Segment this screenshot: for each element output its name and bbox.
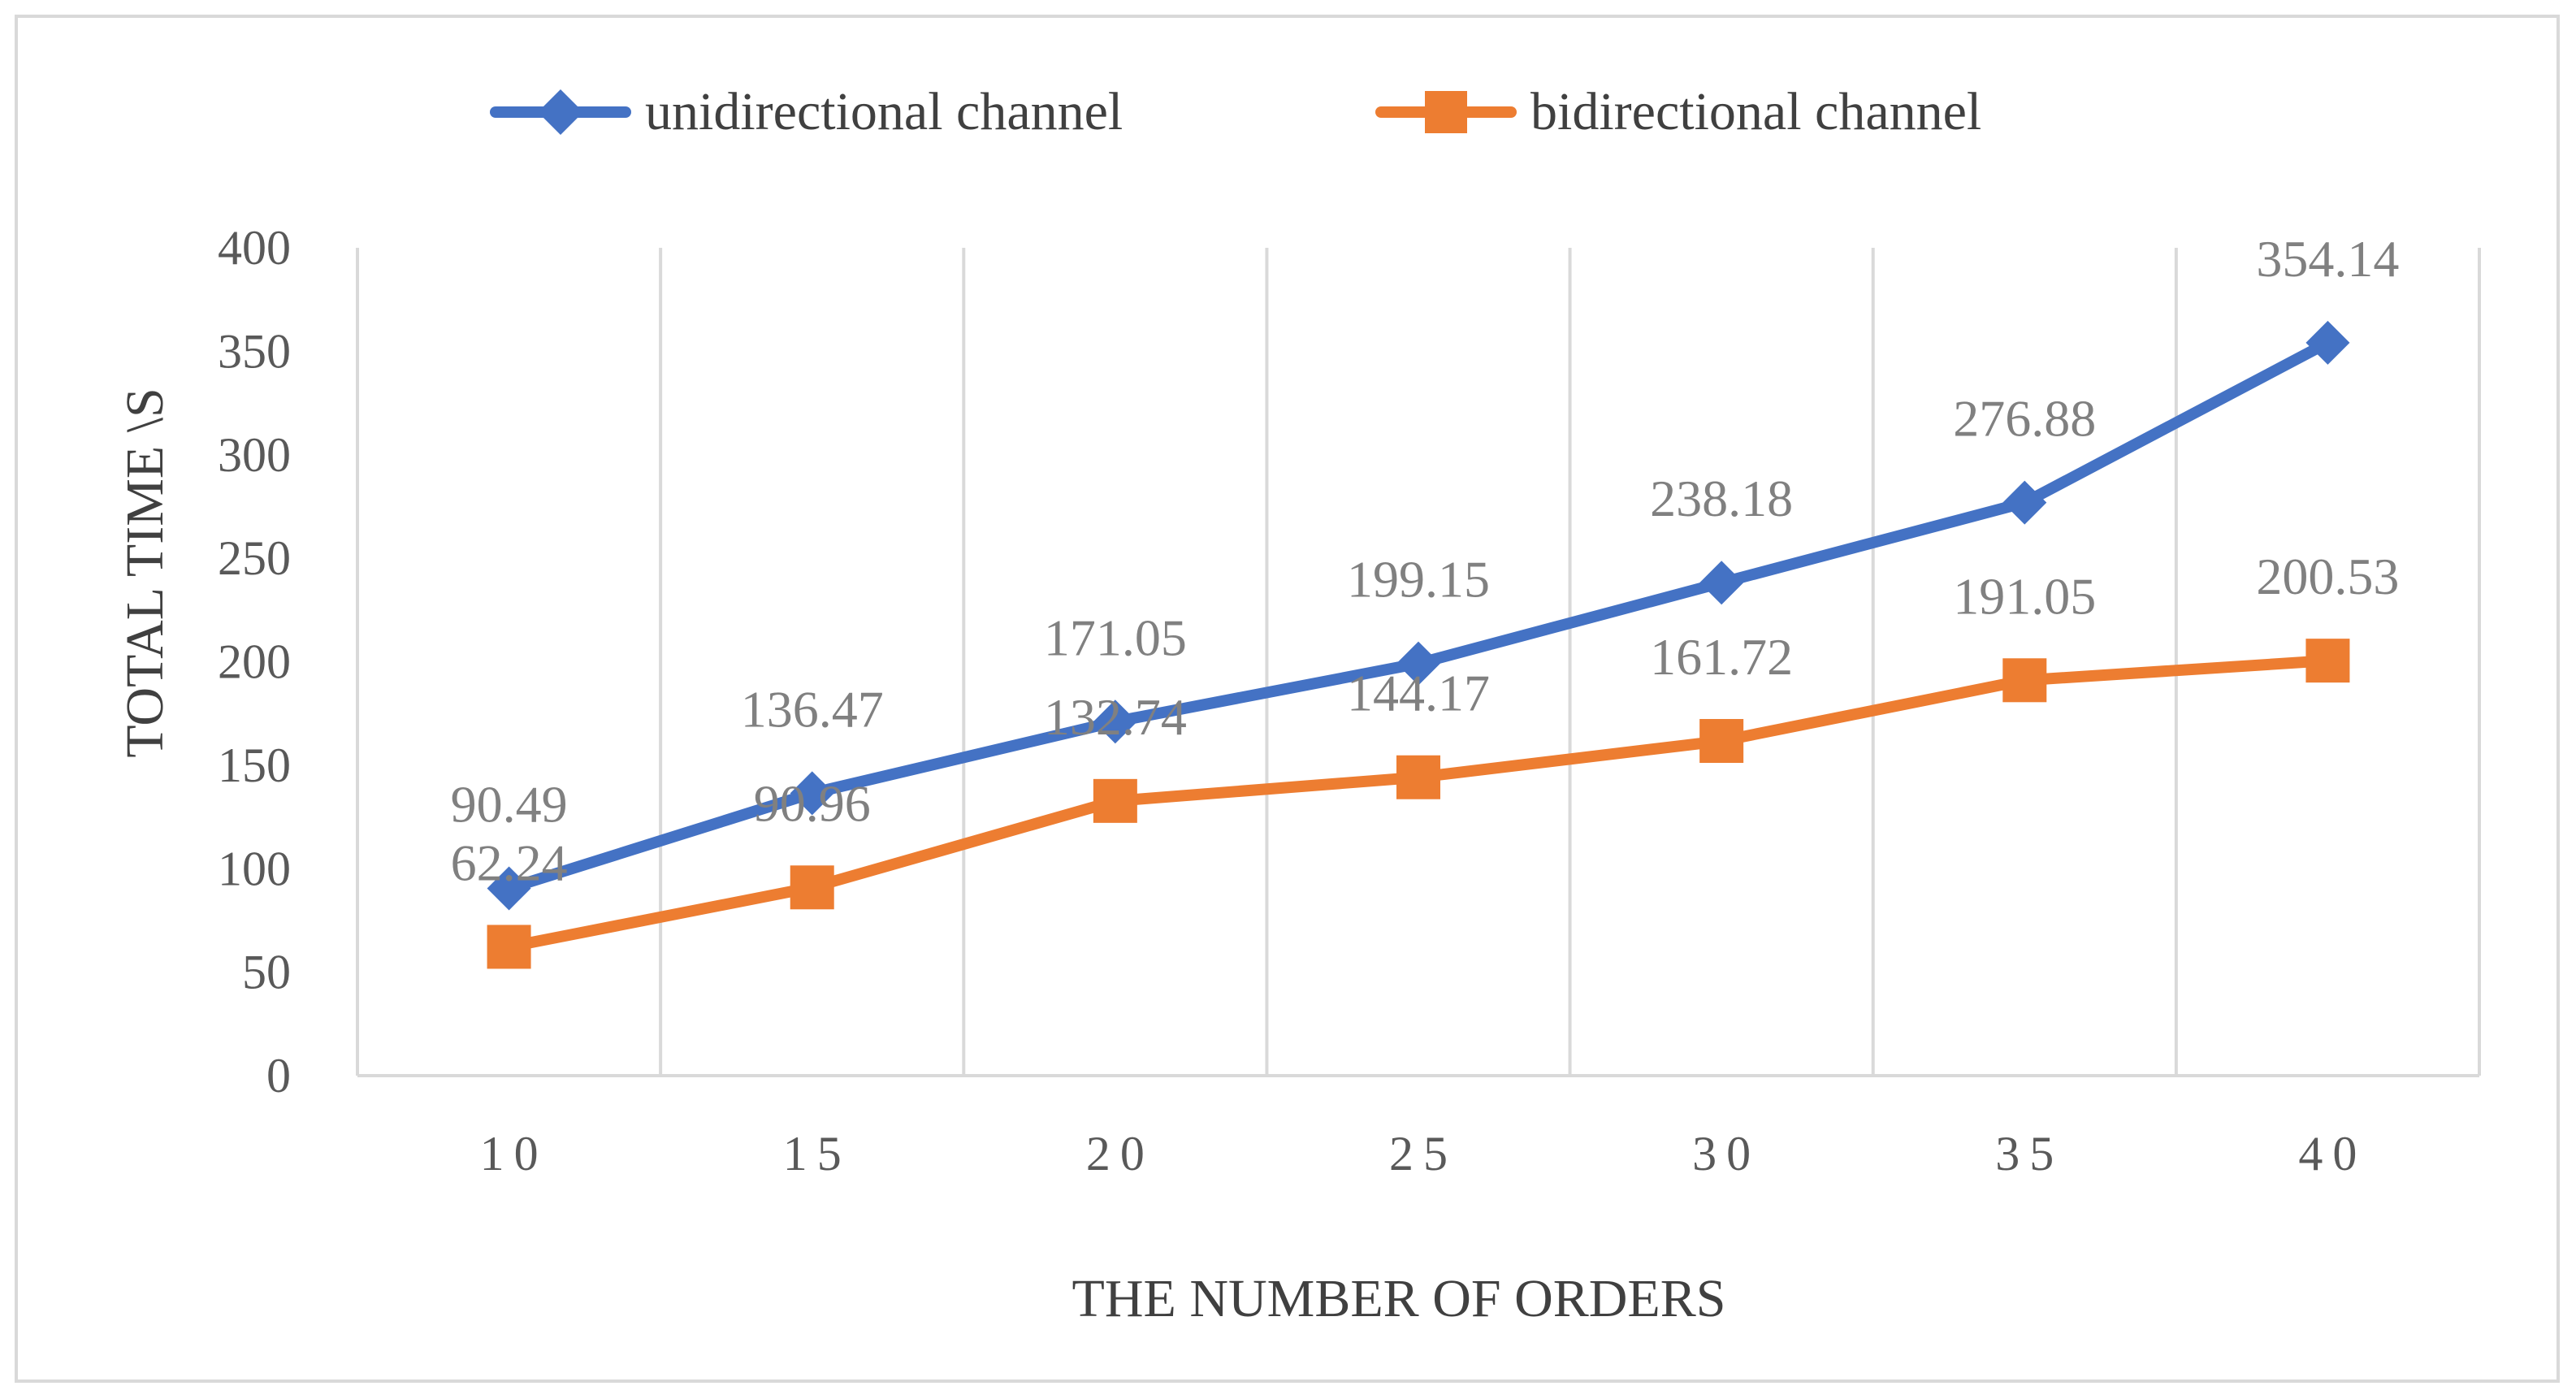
- data-label-bidirectional: 200.53: [2256, 548, 2399, 605]
- data-point-bidirectional[interactable]: [2002, 658, 2047, 703]
- legend-marker-bidirectional: [1425, 91, 1467, 133]
- data-point-bidirectional[interactable]: [790, 865, 834, 910]
- data-label-unidirectional: 276.88: [1953, 390, 2096, 448]
- data-label-bidirectional: 90.96: [754, 774, 871, 832]
- data-label-unidirectional: 171.05: [1044, 609, 1187, 666]
- data-label-unidirectional: 90.49: [451, 775, 568, 833]
- y-tick-label: 100: [218, 842, 291, 895]
- x-tick-label: 30: [1692, 1127, 1760, 1180]
- legend-label-bidirectional: bidirectional channel: [1530, 82, 1981, 141]
- x-tick-label: 25: [1389, 1127, 1457, 1180]
- data-label-bidirectional: 144.17: [1347, 665, 1490, 722]
- data-point-unidirectional[interactable]: [2002, 480, 2047, 525]
- data-labels: 90.49 136.47 171.05 199.15 238.18 276.88 354.1…: [451, 230, 2400, 892]
- legend: unidirectional channel bidirectional cha…: [490, 82, 1981, 141]
- data-point-unidirectional[interactable]: [1699, 561, 1744, 605]
- y-tick-label: 400: [218, 221, 291, 275]
- y-tick-label: 200: [218, 635, 291, 689]
- data-label-bidirectional: 62.24: [451, 834, 568, 891]
- legend-item-bidirectional[interactable]: bidirectional channel: [1375, 82, 1981, 141]
- y-tick-label: 0: [266, 1049, 291, 1102]
- data-point-unidirectional[interactable]: [487, 866, 531, 911]
- data-point-bidirectional[interactable]: [487, 925, 531, 969]
- data-point-unidirectional[interactable]: [1396, 641, 1440, 686]
- x-tick-label: 10: [480, 1127, 548, 1180]
- axes: 0 50 100 150 200 250 300 350 400 10 15 20 25 30 35 40: [218, 221, 2479, 1180]
- legend-label-unidirectional: unidirectional channel: [645, 82, 1123, 141]
- data-point-bidirectional[interactable]: [1699, 719, 1744, 764]
- data-label-bidirectional: 132.74: [1044, 688, 1187, 746]
- x-tick-label: 40: [2298, 1127, 2366, 1180]
- y-tick-label: 350: [218, 324, 291, 378]
- x-tick-label: 35: [1995, 1127, 2063, 1180]
- x-axis-title: THE NUMBER OF ORDERS: [1072, 1269, 1726, 1328]
- data-label-unidirectional: 354.14: [2256, 230, 2399, 288]
- legend-item-unidirectional[interactable]: unidirectional channel: [490, 82, 1123, 141]
- data-label-unidirectional: 238.18: [1650, 470, 1793, 527]
- y-tick-label: 250: [218, 531, 291, 585]
- data-point-unidirectional[interactable]: [1093, 700, 1137, 744]
- x-tick-label: 15: [783, 1127, 851, 1180]
- series-group: [487, 320, 2350, 969]
- data-label-bidirectional: 191.05: [1953, 567, 2096, 625]
- legend-marker-unidirectional: [538, 89, 583, 135]
- data-label-unidirectional: 136.47: [741, 680, 884, 738]
- y-tick-label: 150: [218, 738, 291, 792]
- data-point-unidirectional[interactable]: [790, 771, 834, 816]
- data-point-bidirectional[interactable]: [1093, 778, 1137, 823]
- data-label-bidirectional: 161.72: [1650, 628, 1793, 686]
- y-tick-label: 300: [218, 428, 291, 482]
- y-tick-label: 50: [242, 946, 291, 999]
- gridlines: [659, 248, 2481, 1076]
- data-label-unidirectional: 199.15: [1347, 551, 1490, 609]
- chart-frame: [15, 15, 2560, 1383]
- data-point-bidirectional[interactable]: [1396, 755, 1440, 799]
- x-tick-label: 20: [1086, 1127, 1154, 1180]
- y-axis-title: TOTAL TIME \S: [115, 388, 175, 758]
- data-point-unidirectional[interactable]: [2305, 320, 2350, 365]
- data-point-bidirectional[interactable]: [2305, 639, 2350, 683]
